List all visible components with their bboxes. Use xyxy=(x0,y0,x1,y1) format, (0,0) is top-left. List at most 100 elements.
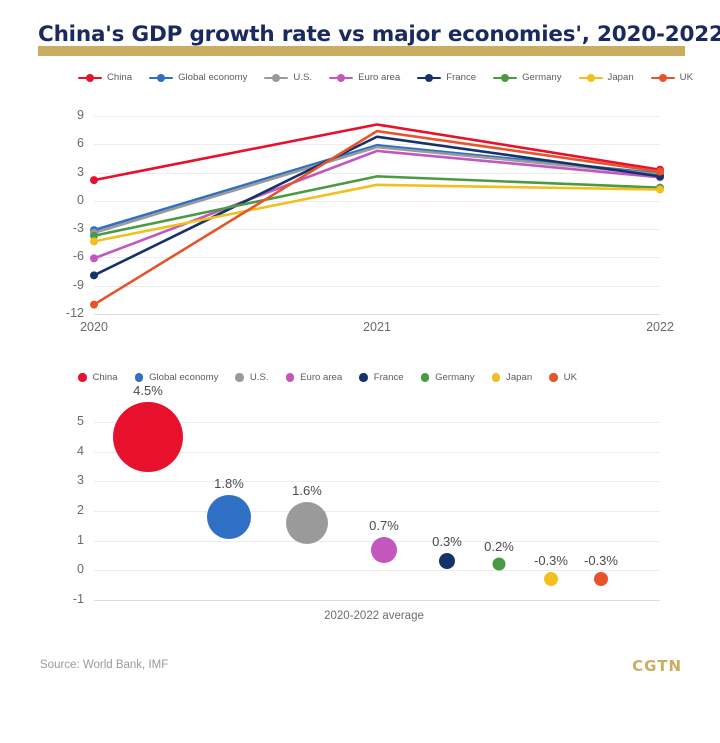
x-axis-tick-label: 2021 xyxy=(363,320,391,334)
legend-item-global-economy[interactable]: Global economy xyxy=(149,72,247,83)
y-axis-tick-label: -12 xyxy=(65,306,84,320)
legend-dot-marker-icon xyxy=(78,373,87,382)
legend-item-germany[interactable]: Germany xyxy=(493,72,562,83)
legend-dot-marker-icon xyxy=(235,373,244,382)
legend-dot-marker-icon xyxy=(549,373,558,382)
gridline xyxy=(94,229,660,231)
legend-item-label: Germany xyxy=(435,372,475,383)
legend-item-label: Global economy xyxy=(149,372,219,383)
line-data-point xyxy=(656,167,664,176)
line-chart-plot xyxy=(90,123,664,309)
legend-item-uk[interactable]: UK xyxy=(650,72,693,83)
legend-line-marker-icon xyxy=(329,73,354,83)
bubble-value-label: -0.3% xyxy=(534,553,568,569)
legend-item-label: Global economy xyxy=(178,72,248,83)
legend-item-label: France xyxy=(446,72,477,83)
legend-item-uk[interactable]: UK xyxy=(549,372,577,383)
gridline xyxy=(94,172,660,174)
gridline xyxy=(94,481,660,483)
legend-line-marker-icon xyxy=(578,73,603,83)
gridline xyxy=(94,511,660,512)
legend-item-u-s[interactable]: U.S. xyxy=(235,372,269,383)
line-series-france xyxy=(92,135,662,277)
legend-dot-marker-icon xyxy=(285,373,295,382)
x-axis-tick-label: 2022 xyxy=(646,320,674,334)
legend-item-germany[interactable]: Germany xyxy=(420,372,475,383)
legend-dot-marker-icon xyxy=(491,373,501,382)
legend-dot-marker-icon xyxy=(359,373,368,382)
line-data-point xyxy=(90,176,98,185)
bubble-value-label: -0.3% xyxy=(584,553,618,569)
line-data-point xyxy=(90,237,98,246)
bubble-chart: 5 4 3 2 1 0 -1 4.5% 1.8% 1.6% 0.7% 0.3% 0.2% -0.3% -0… xyxy=(0,383,720,635)
legend-item-label: U.S. xyxy=(249,372,269,383)
legend-line-marker-icon xyxy=(650,73,675,83)
legend-item-euro-area[interactable]: Euro area xyxy=(329,72,400,83)
bubble-euro-area xyxy=(371,536,397,563)
line-data-point xyxy=(90,231,98,240)
gridline xyxy=(94,451,660,453)
legend-item-label: China xyxy=(92,372,118,383)
legend-item-label: France xyxy=(373,372,404,383)
legend-line-marker-icon xyxy=(264,73,289,83)
legend-dot-marker-icon xyxy=(420,373,430,382)
bubble-uk xyxy=(594,572,608,587)
line-chart-legend: China Global economy U.S. Euro area France Ge… xyxy=(78,72,693,83)
y-axis-tick-label: 5 xyxy=(77,414,84,428)
legend-line-marker-icon xyxy=(149,73,174,83)
bubble-value-label: 0.2% xyxy=(484,538,514,554)
y-axis-tick-label: 4 xyxy=(77,443,84,458)
legend-item-label: China xyxy=(107,72,133,83)
bubble-value-label: 0.7% xyxy=(369,517,399,533)
line-data-point xyxy=(90,300,98,309)
legend-item-label: Japan xyxy=(506,372,533,383)
legend-item-france[interactable]: France xyxy=(359,372,404,383)
bubble-germany xyxy=(492,557,506,571)
y-axis-tick-label: 2 xyxy=(77,503,84,517)
legend-item-u-s[interactable]: U.S. xyxy=(264,72,312,83)
y-axis-tick-label: -9 xyxy=(72,277,84,292)
bubble-france xyxy=(439,553,455,570)
source-note: Source: World Bank, IMF xyxy=(40,659,169,671)
legend-item-japan[interactable]: Japan xyxy=(578,72,634,83)
legend-item-global-economy[interactable]: Global economy xyxy=(134,372,219,383)
legend-item-china[interactable]: China xyxy=(78,372,118,383)
y-axis-tick-label: 1 xyxy=(77,532,84,547)
legend-item-label: Euro area xyxy=(358,72,401,83)
legend-item-euro-area[interactable]: Euro area xyxy=(285,372,342,383)
gridline xyxy=(94,200,660,202)
bubble-value-label: 1.6% xyxy=(292,482,322,498)
gridline xyxy=(94,257,660,259)
legend-item-label: UK xyxy=(679,72,693,83)
legend-item-china[interactable]: China xyxy=(78,72,132,83)
y-axis-tick-label: 3 xyxy=(77,164,84,179)
y-axis-tick-label: 0 xyxy=(77,192,84,207)
line-series-china xyxy=(92,123,662,182)
line-series-japan xyxy=(92,183,662,243)
legend-line-marker-icon xyxy=(78,73,102,83)
line-data-point xyxy=(90,271,98,280)
legend-item-france[interactable]: France xyxy=(417,72,476,83)
y-axis-tick-label: 3 xyxy=(77,473,84,488)
line-series-germany xyxy=(92,175,662,238)
y-axis-tick-label: 6 xyxy=(77,136,84,151)
legend-dot-marker-icon xyxy=(134,373,144,382)
bubble-value-label: 4.5% xyxy=(133,382,163,398)
gridline xyxy=(94,570,660,572)
legend-line-marker-icon xyxy=(417,73,442,83)
bubble-china xyxy=(113,401,183,472)
bubble-global-economy xyxy=(207,494,251,539)
line-chart: 9 6 3 0 -3 -6 -9 -12 2020 2021 2022 xyxy=(0,100,720,335)
bubble-japan xyxy=(544,572,558,587)
legend-item-label: Japan xyxy=(607,72,634,83)
y-axis-tick-label: 0 xyxy=(77,562,84,577)
bubble-value-label: 0.3% xyxy=(432,534,462,550)
y-axis-tick-label: -6 xyxy=(72,249,84,264)
x-axis-tick-label: 2020 xyxy=(80,320,108,334)
page-title: China's GDP growth rate vs major economi… xyxy=(38,22,720,56)
line-series-u-s xyxy=(92,145,662,235)
y-axis-tick-label: -1 xyxy=(72,592,84,606)
bubble-u-s xyxy=(286,501,328,544)
legend-item-label: U.S. xyxy=(293,72,313,83)
legend-item-japan[interactable]: Japan xyxy=(491,372,533,383)
